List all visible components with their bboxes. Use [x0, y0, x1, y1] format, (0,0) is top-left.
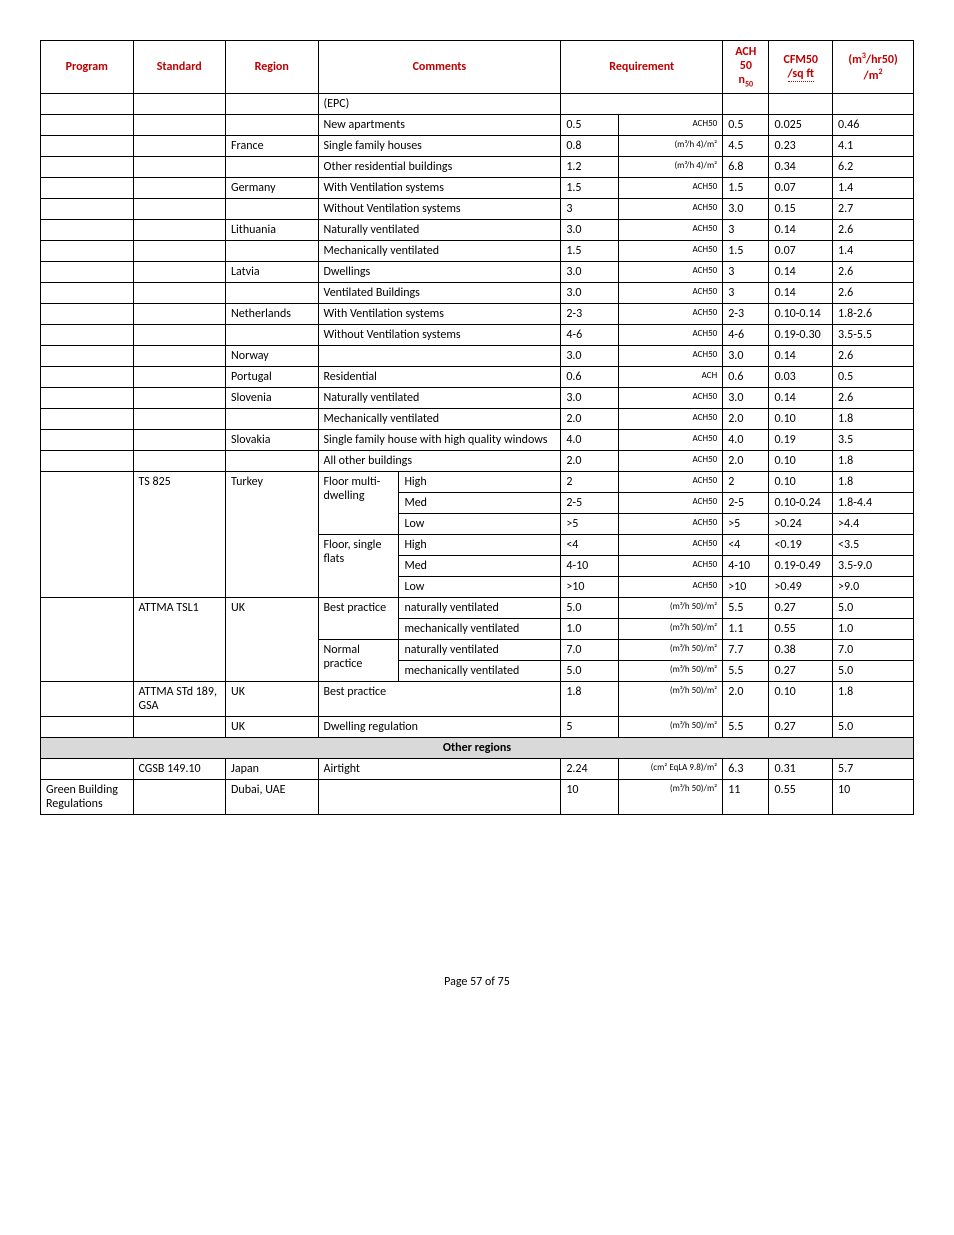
th-ach50: ACH 50n50 — [723, 41, 769, 94]
table-row: Without Ventilation systems4-6ACH504-60.… — [41, 325, 914, 346]
section-row: Other regions — [41, 738, 914, 759]
table-row: CGSB 149.10JapanAirtight2.24(cm² EqLA 9.… — [41, 759, 914, 780]
th-m3hr50: (m3/hr50)/m2 — [833, 41, 914, 94]
th-standard: Standard — [133, 41, 226, 94]
table-row: PortugalResidential0.6ACH0.60.030.5 — [41, 367, 914, 388]
table-row: GermanyWith Ventilation systems1.5ACH501… — [41, 178, 914, 199]
table-row: Mechanically ventilated1.5ACH501.50.071.… — [41, 241, 914, 262]
table-row: Other residential buildings1.2(m³/h 4)/m… — [41, 157, 914, 178]
table-row: ATTMA TSL1UKBest practicenaturally venti… — [41, 598, 914, 619]
table-row: Green Building RegulationsDubai, UAE10(m… — [41, 780, 914, 815]
table-row: Mechanically ventilated2.0ACH502.00.101.… — [41, 409, 914, 430]
table-row: Without Ventilation systems3ACH503.00.15… — [41, 199, 914, 220]
table-row: New apartments0.5ACH500.50.0250.46 — [41, 115, 914, 136]
table-row: TS 825TurkeyFloor multi-dwellingHigh2ACH… — [41, 472, 914, 493]
table-row: NetherlandsWith Ventilation systems2-3AC… — [41, 304, 914, 325]
th-comments: Comments — [318, 41, 561, 94]
table-row: Ventilated Buildings3.0ACH5030.142.6 — [41, 283, 914, 304]
table-row: LatviaDwellings3.0ACH5030.142.6 — [41, 262, 914, 283]
th-region: Region — [226, 41, 319, 94]
table-row: ATTMA STd 189, GSAUKBest practice1.8(m³/… — [41, 682, 914, 717]
th-cfm50: CFM50/sq ft — [769, 41, 833, 94]
table-row: All other buildings2.0ACH502.00.101.8 — [41, 451, 914, 472]
table-row: SloveniaNaturally ventilated3.0ACH503.00… — [41, 388, 914, 409]
table-row: SlovakiaSingle family house with high qu… — [41, 430, 914, 451]
table-row: LithuaniaNaturally ventilated3.0ACH5030.… — [41, 220, 914, 241]
airtightness-table: Program Standard Region Comments Require… — [40, 40, 914, 815]
table-row: Norway3.0ACH503.00.142.6 — [41, 346, 914, 367]
table-row: UKDwelling regulation5(m³/h 50)/m²5.50.2… — [41, 717, 914, 738]
table-row: FranceSingle family houses0.8(m³/h 4)/m²… — [41, 136, 914, 157]
table-row: (EPC) — [41, 94, 914, 115]
th-program: Program — [41, 41, 134, 94]
th-requirement: Requirement — [561, 41, 723, 94]
page-footer: Page 57 of 75 — [40, 975, 914, 989]
